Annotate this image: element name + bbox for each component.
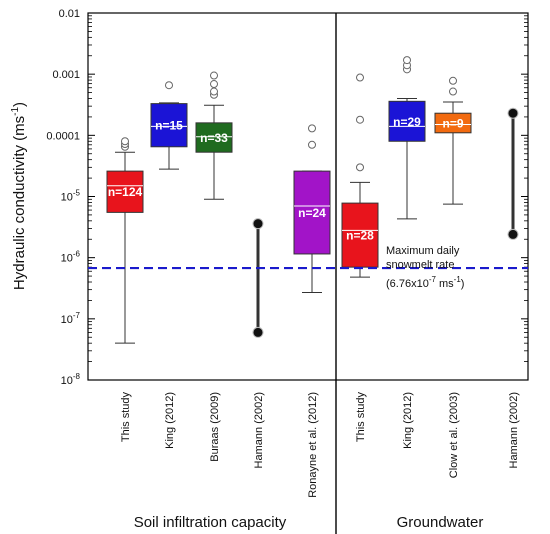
group-label: Groundwater (397, 514, 484, 531)
y-tick-label: 0.01 (59, 8, 80, 20)
outlier-point (356, 163, 364, 172)
x-tick-label: This study (355, 392, 367, 443)
x-tick-label: King (2012) (164, 392, 176, 449)
outlier-point (210, 80, 218, 89)
outlier-point (449, 76, 457, 85)
reference-label-line3: (6.76x10-7 ms-1) (386, 275, 464, 290)
x-tick-label: Clow et al. (2003) (448, 392, 460, 478)
y-tick-label: 0.001 (52, 69, 80, 81)
range-endpoint (252, 326, 264, 338)
outlier-point (403, 56, 411, 65)
outlier-point (308, 124, 316, 133)
reference-label-line2: snowmelt rate (386, 259, 454, 271)
box-iqr (293, 170, 331, 255)
x-tick-label: Hamann (2002) (253, 392, 265, 468)
range-endpoint (507, 107, 519, 119)
x-tick-label: Buraas (2009) (209, 392, 221, 462)
outlier-point (356, 73, 364, 82)
box-iqr (106, 170, 144, 213)
n-label: n=9 (442, 117, 463, 131)
box-series: n=124 n=15 n=33 n=24 n=28 n=29 n=9 (106, 56, 519, 344)
y-tick-label: 10-8 (61, 372, 81, 387)
x-tick-label: Hamann (2002) (508, 392, 520, 468)
n-label: n=24 (298, 206, 326, 220)
x-axis-labels: This study King (2012) Buraas (2009) Hamann… (120, 392, 520, 498)
box-8 (507, 107, 519, 240)
y-tick-label: 10-7 (61, 311, 81, 326)
y-axis-ticks: 0.01 0.001 0.0001 10-5 10-6 10-7 10-8 (46, 8, 528, 387)
box-4: n=24 (293, 124, 331, 293)
box-2: n=33 (195, 71, 233, 200)
box-iqr (150, 103, 188, 148)
outlier-point (308, 140, 316, 149)
y-tick-label: 10-6 (61, 250, 81, 265)
outlier-point (210, 87, 218, 96)
box-0: n=124 (106, 137, 144, 344)
y-tick-label: 10-5 (61, 189, 81, 204)
reference-line-group: Maximum daily snowmelt rate (6.76x10-7 ms-… (88, 245, 528, 290)
outlier-point (121, 137, 129, 146)
x-tick-label: Ronayne et al. (2012) (307, 392, 319, 498)
y-axis-title: Hydraulic conductivity (ms-1) (10, 102, 28, 290)
y-tick-label: 0.0001 (46, 130, 80, 142)
outlier-point (210, 71, 218, 80)
box-7: n=9 (434, 76, 472, 205)
outlier-point (449, 87, 457, 96)
box-iqr (388, 100, 426, 142)
box-iqr (434, 112, 472, 134)
outlier-point (356, 115, 364, 124)
n-label: n=124 (108, 185, 143, 199)
box-5: n=28 (341, 73, 379, 278)
range-endpoint (507, 228, 519, 240)
reference-label-line1: Maximum daily (386, 245, 460, 257)
x-tick-label: King (2012) (402, 392, 414, 449)
box-iqr (195, 122, 233, 153)
group-label: Soil infiltration capacity (134, 514, 287, 531)
n-label: n=28 (346, 229, 374, 243)
group-labels: Soil infiltration capacity Groundwater (134, 13, 484, 534)
outlier-point (165, 81, 173, 90)
box-6: n=29 (388, 56, 426, 220)
n-label: n=29 (393, 115, 421, 129)
range-endpoint (252, 218, 264, 230)
n-label: n=15 (155, 119, 183, 133)
x-tick-label: This study (120, 392, 132, 443)
n-label: n=33 (200, 131, 228, 145)
box-1: n=15 (150, 81, 188, 170)
box-3 (252, 218, 264, 338)
